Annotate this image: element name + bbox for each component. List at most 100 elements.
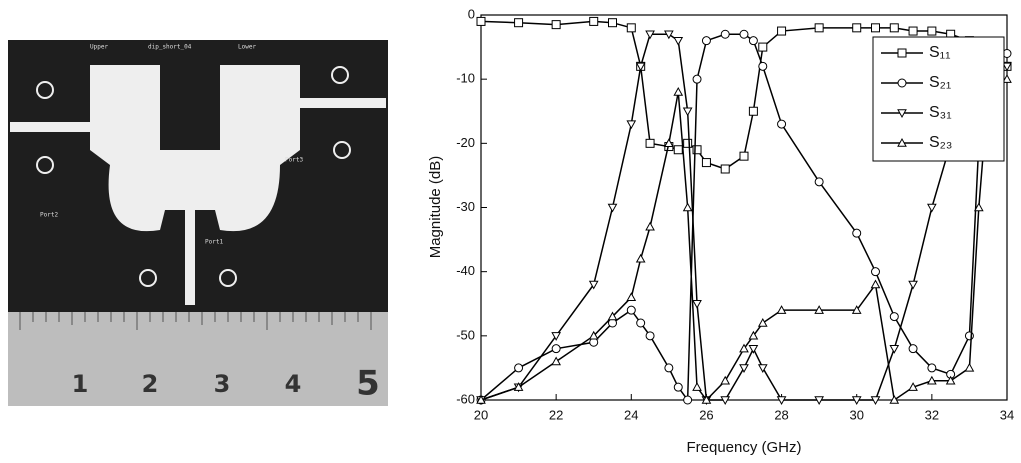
marker [748, 106, 758, 116]
marker [748, 330, 759, 340]
marker [758, 61, 768, 71]
y-tick-label: 0 [468, 6, 475, 21]
x-tick-label: 26 [699, 407, 713, 422]
marker [514, 363, 524, 373]
marker [701, 36, 711, 46]
marker [851, 396, 862, 406]
marker [607, 203, 618, 213]
marker [1002, 62, 1012, 72]
marker [776, 305, 787, 314]
photo-label: dip_short_04 [148, 44, 192, 51]
photo-label: Port1 [205, 239, 223, 246]
marker [814, 396, 824, 406]
marker [739, 29, 749, 39]
marker [476, 394, 486, 404]
marker [692, 300, 702, 309]
marker [889, 344, 900, 354]
x-axis-label: Frequency (GHz) [686, 439, 801, 456]
marker [758, 42, 768, 52]
marker [739, 364, 749, 373]
marker [645, 331, 655, 341]
marker [897, 48, 907, 58]
marker [608, 18, 617, 28]
marker [871, 267, 880, 277]
ruler-label: 3 [214, 370, 231, 398]
photo-label: Port2 [40, 212, 58, 219]
legend-label: S₁₁ [929, 44, 950, 61]
marker [852, 23, 862, 33]
photo-label: Lower [238, 44, 256, 51]
marker [748, 36, 758, 46]
marker [757, 317, 768, 327]
marker [889, 312, 899, 322]
marker [927, 203, 937, 213]
marker [682, 107, 693, 117]
marker [645, 30, 655, 40]
marker [927, 26, 937, 36]
marker [645, 138, 655, 148]
marker [748, 344, 759, 354]
ruler [8, 312, 388, 406]
ruler-label: 5 [356, 364, 380, 404]
marker [664, 138, 674, 148]
x-tick-label: 22 [549, 407, 563, 422]
marker [777, 119, 787, 129]
marker [683, 395, 693, 405]
marker [551, 356, 561, 366]
marker [514, 18, 524, 28]
marker [897, 78, 907, 88]
marker [814, 23, 824, 33]
marker [673, 86, 684, 96]
marker [814, 305, 824, 314]
marker [664, 30, 674, 40]
marker [645, 221, 655, 231]
marker [551, 20, 561, 30]
marker [720, 396, 731, 406]
marker [889, 23, 899, 33]
marker [908, 26, 918, 36]
marker [757, 364, 768, 373]
y-tick-label: -50 [456, 327, 475, 342]
marker [908, 344, 918, 354]
marker [589, 16, 599, 26]
photo-label: Port3 [285, 157, 303, 164]
marker [1002, 74, 1012, 83]
marker [673, 36, 684, 46]
x-tick-label: 34 [1000, 407, 1014, 422]
x-tick-label: 20 [474, 407, 488, 422]
y-tick-label: -20 [456, 135, 475, 150]
marker [945, 375, 956, 385]
filter-traces [10, 65, 386, 305]
marker [636, 318, 646, 328]
marker [551, 344, 561, 354]
marker [870, 396, 881, 406]
legend-label: S₂₁ [929, 74, 951, 91]
marker [720, 375, 731, 385]
marker [897, 109, 907, 119]
marker [476, 16, 486, 26]
marker [588, 330, 599, 340]
marker [682, 202, 693, 212]
ruler-label: 2 [142, 370, 159, 398]
marker [870, 279, 881, 289]
marker [692, 382, 702, 391]
marker [776, 396, 787, 406]
marker [673, 382, 683, 392]
legend-box [872, 36, 1005, 162]
marker [814, 177, 824, 187]
marker [871, 23, 880, 33]
x-tick-label: 24 [624, 407, 638, 422]
marker [513, 382, 524, 391]
marker [908, 280, 918, 290]
x-tick-label: 28 [774, 407, 788, 422]
y-tick-label: -10 [456, 71, 475, 86]
marker [889, 394, 900, 404]
marker [777, 26, 787, 36]
marker [964, 362, 975, 372]
marker [551, 332, 561, 341]
marker [897, 137, 907, 147]
marker [908, 382, 918, 391]
marker [927, 375, 937, 385]
y-axis-label: Magnitude (dB) [427, 156, 444, 259]
